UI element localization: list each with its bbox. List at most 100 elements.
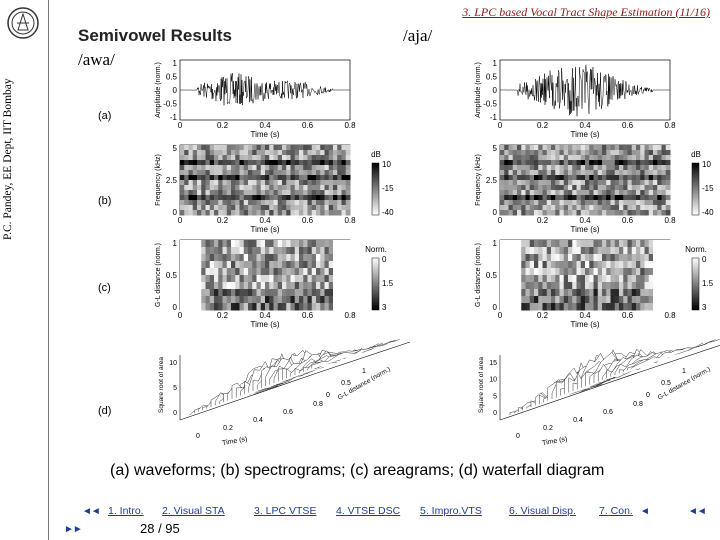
- nav-next-button[interactable]: ►►: [64, 524, 83, 535]
- awa-spectrogram-cell: [290, 205, 296, 211]
- aja-areagram-cell: [597, 254, 603, 262]
- awa-areagram-cell: [226, 289, 232, 297]
- aja-areagram-cell: [508, 282, 514, 290]
- aja-spectrogram-cell: [619, 210, 624, 216]
- aja-spectrogram-cell: [538, 165, 543, 171]
- aja-areagram-cell: [623, 261, 628, 269]
- aja-spectrogram-xtick: 0.6: [622, 216, 634, 225]
- awa-areagram-cell: [180, 282, 185, 290]
- aja-spectrogram-cell: [627, 155, 633, 161]
- aja-spectrogram-cell: [504, 180, 509, 186]
- aja-spectrogram-cbar-title: dB: [691, 150, 701, 159]
- awa-areagram-cell: [218, 261, 223, 269]
- nav-item-con[interactable]: 7. Con.: [599, 505, 633, 517]
- aja-areagram-cell: [661, 268, 667, 276]
- aja-areagram-cell: [636, 247, 641, 255]
- awa-spectrogram-cell: [294, 160, 300, 166]
- awa-areagram-cell: [328, 240, 334, 248]
- nav-prev-button[interactable]: ◄: [640, 506, 650, 517]
- awa-areagram-cell: [256, 261, 262, 269]
- aja-areagram-cell: [512, 275, 518, 283]
- awa-spectrogram-cell: [311, 195, 317, 201]
- aja-spectrogram-cell: [542, 205, 548, 211]
- aja-spectrogram-cell: [593, 200, 599, 206]
- awa-spectrogram-cell: [201, 195, 206, 201]
- awa-areagram-cell: [180, 289, 185, 297]
- awa-areagram-cell: [277, 261, 283, 269]
- awa-spectrogram-cell: [188, 165, 194, 171]
- awa-spectrogram-cell: [222, 190, 228, 196]
- aja-areagram-cell: [619, 247, 624, 255]
- awa-spectrogram-cell: [341, 160, 347, 166]
- awa-areagram-cell: [252, 275, 257, 283]
- awa-spectrogram-cell: [226, 160, 232, 166]
- aja-areagram-cell: [606, 282, 611, 290]
- awa-spectrogram-cell: [311, 155, 317, 161]
- aja-areagram-cell: [623, 303, 628, 311]
- aja-waterfall-ztick: 15: [489, 360, 497, 367]
- awa-spectrogram-cell: [197, 180, 202, 186]
- section-header[interactable]: 3. LPC based Vocal Tract Shape Estimatio…: [462, 5, 710, 19]
- aja-spectrogram-cell: [551, 160, 556, 166]
- awa-spectrogram-cell: [231, 155, 236, 161]
- aja-spectrogram-cell: [538, 150, 543, 156]
- aja-areagram-cell: [623, 275, 628, 283]
- nav-item-visual-sta[interactable]: 2. Visual STA: [162, 505, 225, 517]
- awa-spectrogram-cell: [197, 160, 202, 166]
- aja-spectrogram-cell: [580, 180, 586, 186]
- awa-areagram-cell: [282, 282, 287, 290]
- nav-first-button[interactable]: ◄◄: [82, 506, 101, 517]
- nav-item-visual-disp[interactable]: 6. Visual Disp.: [509, 505, 576, 517]
- aja-areagram-cell: [619, 268, 624, 276]
- awa-spectrogram-cell: [205, 205, 211, 211]
- awa-spectrogram-cell: [265, 185, 270, 191]
- nav-back-button[interactable]: ◄◄: [688, 506, 707, 517]
- aja-areagram-cell: [644, 240, 650, 248]
- awa-areagram-cell: [341, 289, 347, 297]
- awa-areagram-cell: [290, 261, 296, 269]
- awa-areagram-xtick: 0.8: [344, 311, 356, 320]
- aja-spectrogram-cell: [661, 145, 667, 151]
- awa-spectrogram-cell: [218, 150, 223, 156]
- nav-item-intro[interactable]: 1. Intro.: [108, 505, 144, 517]
- awa-spectrogram-cell: [184, 165, 189, 171]
- aja-spectrogram-cell: [517, 160, 522, 166]
- awa-spectrogram-cell: [265, 165, 270, 171]
- awa-spectrogram-cell: [243, 195, 249, 201]
- nav-item-impro-vts[interactable]: 5. Impro.VTS: [420, 505, 482, 517]
- aja-spectrogram-cell: [512, 185, 518, 191]
- aja-areagram-cell: [602, 289, 607, 297]
- aja-spectrogram-cell: [661, 200, 667, 206]
- awa-waterfall-ytick: 0.5: [341, 380, 351, 387]
- awa-waterfall-trace: [311, 339, 400, 369]
- awa-areagram-cell: [235, 254, 240, 262]
- aja-spectrogram-cell: [644, 175, 650, 181]
- aja-areagram-cell: [580, 296, 586, 304]
- aja-spectrogram-cell: [517, 175, 522, 181]
- awa-spectrogram-cell: [265, 190, 270, 196]
- awa-spectrogram-cell: [209, 175, 215, 181]
- awa-spectrogram-cell: [248, 155, 253, 161]
- awa-spectrogram-cell: [205, 195, 211, 201]
- awa-areagram-cell: [282, 261, 287, 269]
- awa-spectrogram-cell: [286, 205, 291, 211]
- awa-areagram-cell: [333, 289, 338, 297]
- awa-areagram-cell: [333, 275, 338, 283]
- aja-areagram-cell: [597, 282, 603, 290]
- aja-spectrogram-cell: [653, 185, 658, 191]
- aja-spectrogram-cell: [559, 190, 565, 196]
- aja-areagram-cell: [504, 247, 509, 255]
- aja-spectrogram-cell: [597, 200, 603, 206]
- aja-spectrogram-cell: [525, 190, 531, 196]
- awa-areagram-cell: [282, 240, 287, 248]
- nav-item-lpc-vtse[interactable]: 3. LPC VTSE: [254, 505, 317, 517]
- aja-spectrogram-cell: [653, 155, 658, 161]
- awa-areagram-cell: [294, 296, 300, 304]
- awa-areagram-cell: [320, 289, 325, 297]
- nav-item-vtse-dsc[interactable]: 4. VTSE DSC: [336, 505, 401, 517]
- awa-areagram-cell: [197, 275, 202, 283]
- figure-caption: (a) waveforms; (b) spectrograms; (c) are…: [110, 462, 605, 479]
- aja-areagram-cell: [555, 254, 560, 262]
- aja-areagram-cell: [610, 268, 616, 276]
